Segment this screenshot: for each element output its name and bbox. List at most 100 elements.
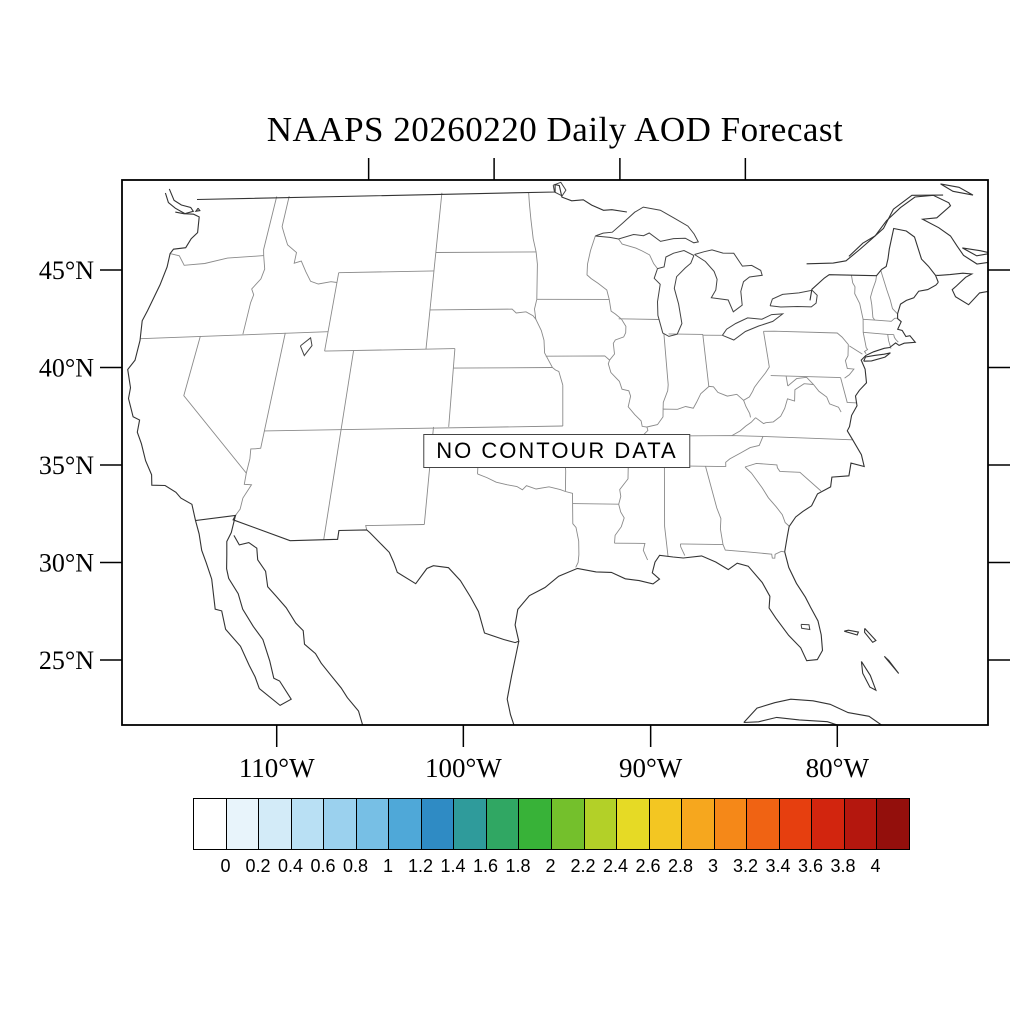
colorbar-cell [421, 799, 455, 849]
coastline [743, 698, 883, 725]
state-boundary [705, 466, 724, 545]
coastline [848, 194, 988, 306]
map-frame [121, 179, 989, 726]
colorbar-cell [194, 799, 227, 849]
state-boundary [425, 192, 443, 350]
lake-outline [800, 623, 811, 631]
lat-tick-label: 25°N [39, 646, 94, 675]
colorbar-tick-label: 1.6 [472, 856, 499, 876]
state-boundary [763, 330, 855, 379]
state-boundary [323, 350, 355, 540]
aod-colorbar [193, 798, 910, 850]
colorbar-cell [584, 799, 618, 849]
state-boundary [702, 334, 710, 387]
colorbar-cell [259, 799, 292, 849]
colorbar-tick-label: 2.4 [602, 856, 629, 876]
state-boundary [863, 331, 894, 336]
colorbar-tick-label: 2 [545, 856, 556, 876]
map-frame-group [121, 179, 989, 726]
state-boundary [770, 375, 841, 379]
state-boundary [324, 272, 340, 352]
lon-tick-label: 80°W [806, 753, 870, 783]
colorbar-tick-label: 4 [870, 856, 881, 876]
state-boundary [614, 542, 649, 561]
lat-tick-label: 30°N [39, 549, 94, 578]
colorbar-tick-label: 2.6 [635, 856, 661, 876]
state-boundary [365, 524, 425, 531]
colorbar-tick-label: 0 [220, 856, 231, 876]
plot-title: NAAPS 20260220 Daily AOD Forecast [266, 110, 844, 149]
state-boundary [722, 544, 785, 559]
state-boundary [140, 331, 329, 340]
colorbar-tick-label: 1.2 [407, 856, 434, 876]
colorbar-cell [324, 799, 357, 849]
state-boundary [545, 355, 610, 361]
coastline [806, 194, 944, 265]
state-boundary [662, 333, 669, 410]
colorbar-tick-label: 0.4 [277, 856, 304, 876]
colorbar-tick-label: 2.8 [667, 856, 694, 876]
axis-ticks-group [100, 158, 1010, 747]
state-boundary [528, 191, 538, 300]
state-boundary [448, 348, 456, 427]
state-boundary [679, 543, 686, 556]
state-boundary [264, 425, 563, 432]
coastline [863, 352, 891, 362]
colorbar-cell [389, 799, 422, 849]
lake-outline [721, 313, 785, 341]
lake-outline [552, 181, 567, 197]
state-boundary [477, 473, 566, 492]
colorbar-cell [356, 799, 390, 849]
colorbar-tick-label: 2.2 [570, 856, 596, 876]
state-boundary [618, 238, 658, 269]
lake-outline [595, 206, 700, 244]
state-boundary [840, 377, 858, 404]
colorbar-cell [812, 799, 845, 849]
state-boundary [535, 319, 564, 386]
coastline [233, 535, 364, 725]
lake-outline [653, 249, 695, 337]
colorbar-tick-label: 1.4 [440, 856, 466, 876]
colorbar-cell [486, 799, 520, 849]
state-boundary [850, 274, 869, 354]
state-boundary [893, 334, 899, 343]
state-boundary [183, 335, 253, 516]
colorbar-cell [454, 799, 487, 849]
lake-outline [299, 336, 313, 357]
state-boundary [618, 318, 659, 320]
state-boundary [743, 400, 751, 418]
lat-tick-label: 40°N [39, 354, 94, 383]
lake-outline [694, 249, 763, 313]
colorbar-tick-label: 0.6 [310, 856, 336, 876]
state-boundary [338, 270, 434, 274]
state-boundary [744, 466, 790, 527]
state-boundary [787, 376, 842, 413]
colorbar-tick-label: 1 [382, 856, 394, 876]
state-boundary [663, 465, 669, 557]
colorbar-tick-label: 3.6 [797, 856, 824, 876]
state-boundary [785, 375, 789, 387]
state-boundary [324, 348, 455, 352]
lake-outline [769, 289, 818, 308]
state-boundary [572, 503, 619, 505]
state-boundary [849, 345, 863, 355]
state-boundary [242, 255, 266, 335]
state-boundary [435, 251, 537, 253]
colorbar-cell [519, 799, 553, 849]
colorbar-cell [714, 799, 748, 849]
lon-tick-label: 90°W [619, 753, 683, 783]
colorbar-tick-label: 3.8 [830, 856, 856, 876]
colorbar-cell [617, 799, 650, 849]
no-contour-data-badge: NO CONTOUR DATA [423, 434, 691, 468]
coastline [940, 183, 974, 196]
coastline [127, 211, 939, 662]
colorbar-cell [682, 799, 715, 849]
lat-tick-label: 35°N [39, 451, 94, 480]
coastline [883, 655, 900, 674]
axis-labels-group: 45°N 40°N 35°N 30°N 25°N 110°W 100°W 90°W 80°W [39, 256, 870, 783]
colorbar-cell [877, 799, 910, 849]
state-boundary [763, 331, 769, 358]
colorbar-tick-label: 3 [707, 856, 719, 876]
coastline [860, 661, 877, 692]
